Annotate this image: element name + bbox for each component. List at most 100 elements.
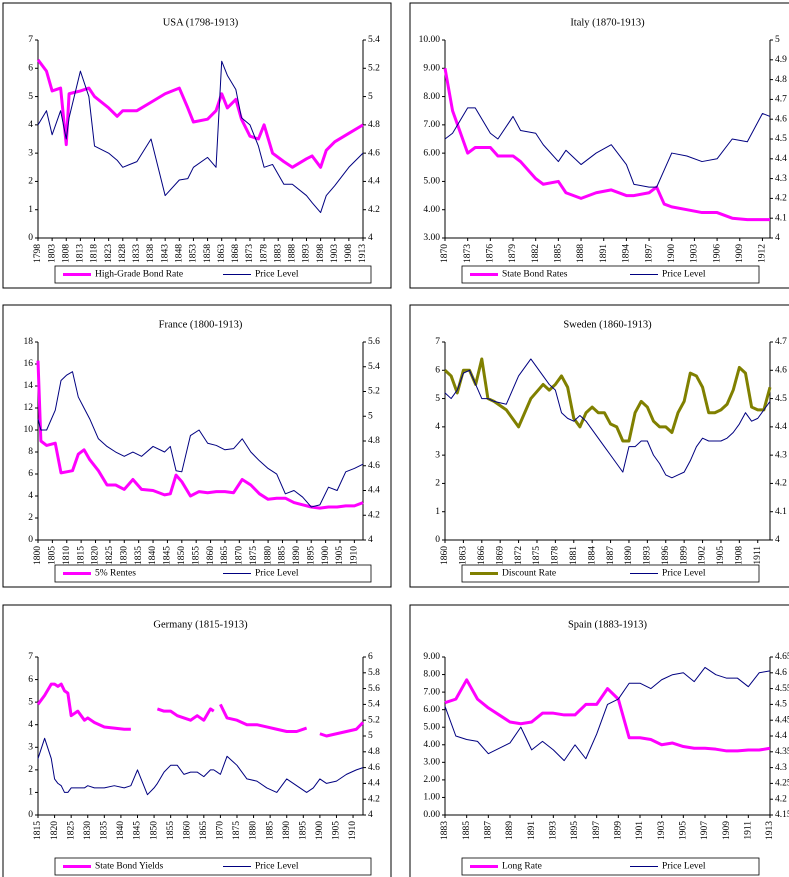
y-tick-label: 6	[28, 469, 33, 479]
x-tick-label: 1848	[174, 244, 184, 263]
x-tick-label: 1860	[206, 546, 216, 565]
y2-tick-label: 4.65	[775, 652, 789, 662]
x-tick-label: 1865	[199, 821, 209, 840]
x-tick-label: 1798	[33, 244, 43, 263]
x-tick-label: 1863	[217, 244, 227, 263]
y2-tick-label: 4.55	[775, 684, 789, 694]
series-line	[444, 107, 771, 188]
x-tick-label: 1907	[700, 821, 710, 840]
x-tick-label: 1813	[76, 244, 86, 263]
y-tick-label: 7	[435, 337, 440, 347]
series-line	[444, 358, 771, 479]
x-tick-label: 1843	[160, 244, 170, 263]
y-tick-label: 14	[24, 381, 34, 391]
x-tick-label: 1905	[716, 546, 726, 565]
x-tick-label: 1835	[100, 821, 110, 840]
y-tick-label: 1	[435, 507, 440, 517]
y2-tick-label: 4.6	[775, 668, 787, 678]
series-line	[444, 678, 771, 753]
y2-tick-label: 4	[368, 535, 373, 545]
y2-tick-label: 4.45	[775, 715, 789, 725]
y2-tick-label: 4.4	[775, 731, 787, 741]
series-line	[37, 371, 364, 508]
y-tick-label: 3	[28, 742, 33, 752]
x-tick-label: 1903	[690, 244, 700, 263]
x-tick-label: 1803	[47, 244, 57, 263]
y-tick-label: 3	[28, 148, 33, 158]
legend-label: Price Level	[662, 569, 706, 579]
x-tick-label: 1900	[321, 546, 331, 565]
y2-tick-label: 4.3	[775, 763, 787, 773]
y2-tick-label: 5.8	[368, 668, 380, 678]
y-tick-label: 1.00	[423, 793, 440, 803]
y2-tick-label: 4.5	[775, 134, 787, 144]
x-tick-label: 1863	[459, 546, 469, 565]
x-tick-label: 1850	[177, 546, 187, 565]
y-tick-label: 2	[28, 177, 33, 187]
y2-tick-label: 5	[368, 731, 373, 741]
legend-label: Price Level	[255, 862, 299, 872]
legend-label: State Bond Rates	[502, 270, 568, 280]
legend-box	[54, 265, 372, 284]
x-tick-label: 1895	[298, 821, 308, 840]
y2-tick-label: 5.2	[368, 715, 380, 725]
x-tick-label: 1885	[278, 546, 288, 565]
series-line	[36, 682, 365, 738]
x-tick-label: 1888	[576, 244, 586, 263]
y2-tick-label: 4.6	[368, 763, 380, 773]
x-tick-label: 1860	[440, 546, 450, 565]
y2-tick-label: 4.6	[775, 365, 787, 375]
chart-title: Italy (1870-1913)	[570, 17, 645, 28]
x-tick-label: 1885	[265, 821, 275, 840]
x-tick-label: 1820	[50, 821, 60, 840]
chart-panel: France (1800-1913) 0 2 4 6 8 10 12 14 16 18 4 4.2 4.4…	[2, 304, 392, 588]
y-tick-label: 6.00	[423, 148, 440, 158]
y-tick-label: 7	[28, 35, 33, 45]
y-tick-label: 4.00	[423, 205, 440, 215]
y-tick-label: 2.00	[423, 775, 440, 785]
x-tick-label: 1879	[508, 244, 518, 263]
y-tick-label: 18	[24, 337, 34, 347]
y2-tick-label: 4.8	[368, 120, 380, 130]
chart-panel: USA (1798-1913) 0 1 2 3 4 5 6 7 4 4.2 4.4 4.6 4.8 5 5.2…	[2, 2, 392, 289]
x-tick-label: 1900	[667, 244, 677, 263]
y2-tick-label: 5.4	[368, 35, 380, 45]
x-tick-label: 1911	[753, 546, 763, 565]
y-tick-label: 2	[28, 513, 33, 523]
y2-tick-label: 4	[368, 810, 373, 820]
legend: State Bond Yields Price Level	[54, 857, 372, 876]
y2-tick-label: 4	[368, 233, 373, 243]
x-tick-label: 1835	[134, 546, 144, 565]
x-tick-label: 1825	[105, 546, 115, 565]
legend-label: Price Level	[662, 862, 706, 872]
x-tick-label: 1895	[570, 821, 580, 840]
x-tick-label: 1891	[527, 821, 537, 840]
legend-box	[54, 857, 372, 876]
x-tick-label: 1823	[104, 244, 114, 263]
x-tick-label: 1818	[90, 244, 100, 263]
y-tick-label: 0.00	[423, 810, 440, 820]
legend-box	[461, 857, 760, 876]
x-tick-label: 1887	[606, 546, 616, 565]
y2-tick-label: 4.5	[775, 394, 787, 404]
y-tick-label: 5.00	[423, 177, 440, 187]
y2-tick-label: 5	[368, 92, 373, 102]
chart-panel: Germany (1815-1913) 0 1 2 3 4 5 6 7 4 4.2 4.4 4.6 4.8…	[2, 604, 392, 877]
y2-tick-label: 4.3	[775, 174, 787, 184]
chart-title: USA (1798-1913)	[163, 17, 239, 28]
x-tick-label: 1881	[569, 546, 579, 565]
x-tick-label: 1893	[643, 546, 653, 565]
legend-box	[54, 564, 372, 583]
y-tick-label: 12	[24, 403, 34, 413]
x-tick-label: 1875	[532, 546, 542, 565]
x-tick-label: 1889	[505, 821, 515, 840]
y2-tick-label: 4.5	[775, 700, 787, 710]
y-tick-label: 5	[435, 394, 440, 404]
y2-tick-label: 4.2	[368, 205, 380, 215]
y2-tick-label: 4.2	[368, 794, 380, 804]
y2-tick-label: 4.6	[368, 148, 380, 158]
y2-tick-label: 4.3	[775, 450, 787, 460]
y-tick-label: 7.00	[423, 687, 440, 697]
chart-title: Germany (1815-1913)	[153, 619, 248, 630]
